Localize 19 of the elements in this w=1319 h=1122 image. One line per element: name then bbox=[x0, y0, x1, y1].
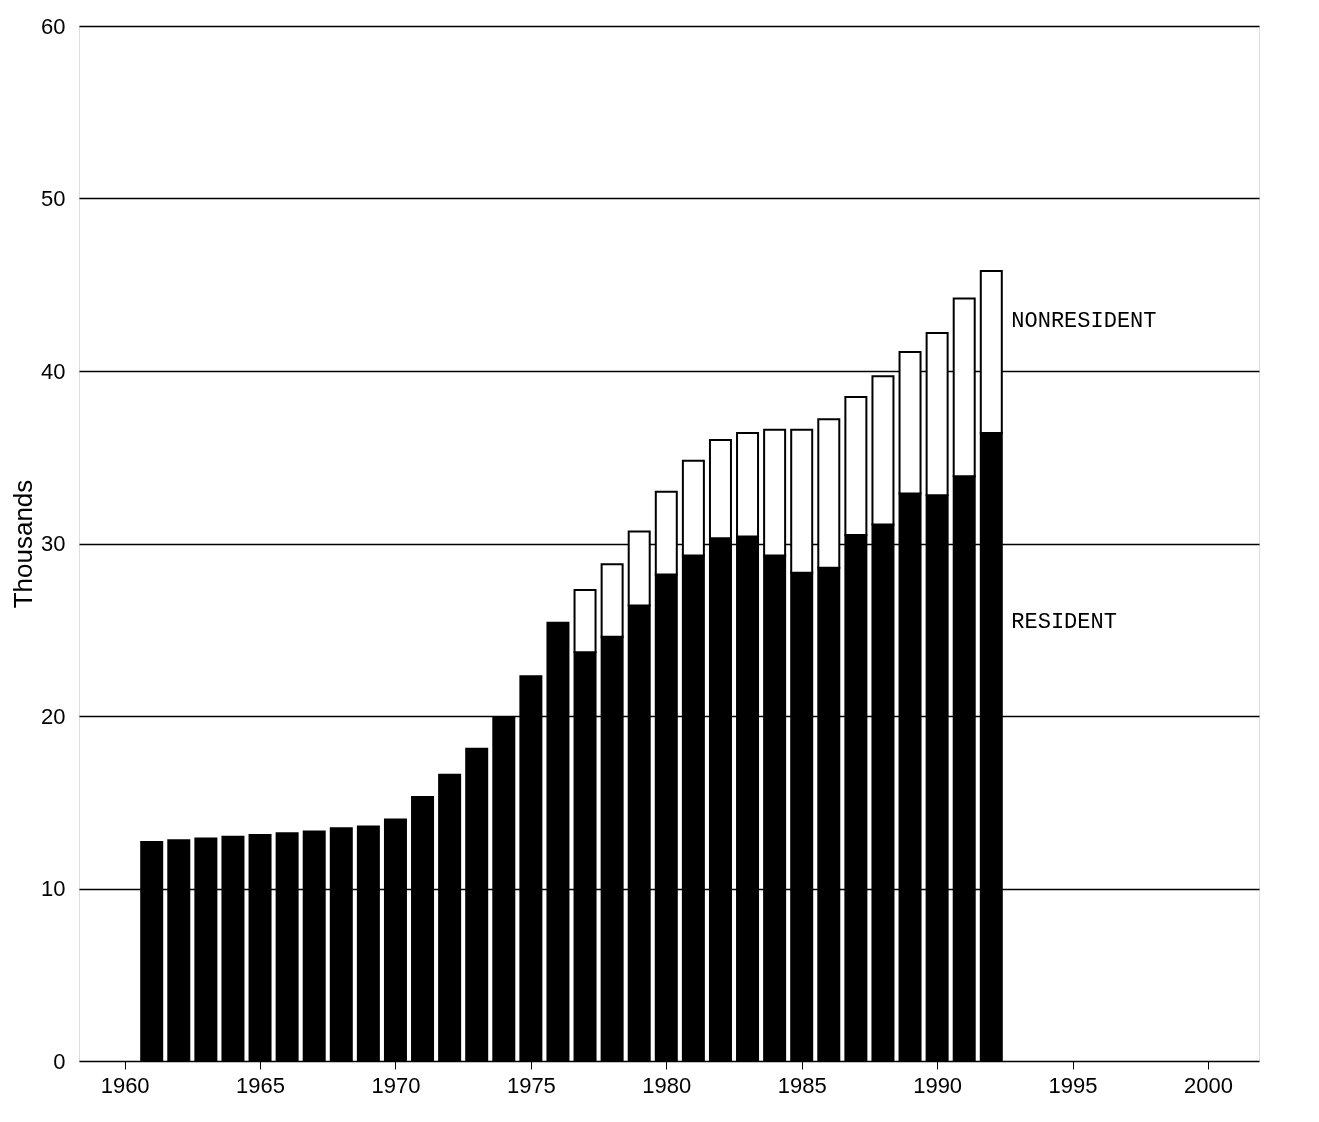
y-tick-label: 0 bbox=[53, 1048, 66, 1074]
x-tick-label: 1960 bbox=[100, 1072, 150, 1098]
x-tick-label: 1985 bbox=[777, 1072, 827, 1098]
x-tick-label: 1995 bbox=[1048, 1072, 1098, 1098]
x-tick-label: 1970 bbox=[371, 1072, 421, 1098]
x-tick-label: 1980 bbox=[642, 1072, 692, 1098]
y-tick-label: 10 bbox=[41, 876, 66, 901]
y-tick-label: 30 bbox=[41, 531, 66, 556]
series-label: NONRESIDENT bbox=[1011, 308, 1157, 334]
series-label: RESIDENT bbox=[1011, 610, 1117, 636]
y-tick-label: 40 bbox=[41, 358, 66, 384]
x-tick-label: 1990 bbox=[913, 1072, 963, 1098]
x-tick-label: 1965 bbox=[236, 1072, 286, 1098]
y-tick-label: 60 bbox=[41, 13, 66, 39]
y-axis-title: Thousands bbox=[8, 479, 39, 609]
x-tick-label: 2000 bbox=[1183, 1072, 1233, 1098]
x-tick-label: 1975 bbox=[506, 1072, 556, 1098]
y-tick-label: 20 bbox=[41, 703, 66, 729]
y-tick-label: 50 bbox=[41, 186, 66, 211]
